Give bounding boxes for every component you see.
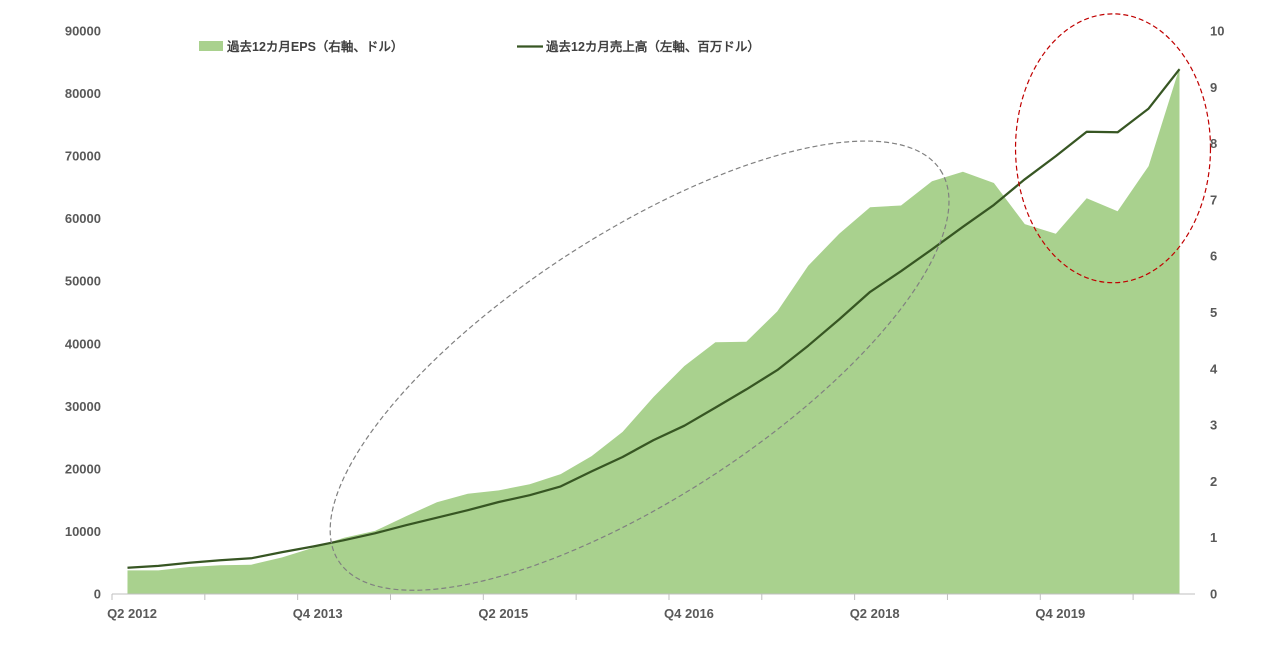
y-left-tick-label: 90000 [65,24,101,39]
highlight-ellipse-2 [1014,13,1212,284]
x-tick-label: Q2 2018 [850,606,900,621]
y-right-tick-label: 0 [1210,587,1217,602]
y-right-tick-label: 6 [1210,249,1217,264]
y-left-tick-label: 40000 [65,336,101,351]
y-left-tick-label: 50000 [65,274,101,289]
y-right-tick-label: 7 [1210,192,1217,207]
y-left-tick-label: 70000 [65,149,101,164]
y-right-tick-label: 1 [1210,530,1217,545]
y-left-tick-label: 10000 [65,524,101,539]
legend-item-eps: 過去12カ月EPS（右軸、ドル） [199,39,403,54]
y-right-tick-label: 5 [1210,305,1217,320]
legend-swatch-eps [199,41,223,51]
legend-label-revenue: 過去12カ月売上高（左軸、百万ドル） [545,39,760,54]
y-right-tick-label: 10 [1210,24,1224,39]
highlight-ellipse-1 [329,140,950,591]
y-left-tick-label: 30000 [65,399,101,414]
legend-item-revenue: 過去12カ月売上高（左軸、百万ドル） [517,39,760,54]
y-right-tick-label: 9 [1210,80,1217,95]
y-right-tick-label: 3 [1210,418,1217,433]
y-right-tick-label: 8 [1210,136,1217,151]
y-right-tick-label: 4 [1210,361,1218,376]
revenue-line-series [127,68,1181,569]
y-left-tick-label: 0 [94,587,101,602]
x-tick-label: Q2 2012 [107,606,157,621]
x-tick-label: Q2 2015 [478,606,528,621]
eps-area-series [127,67,1180,595]
x-tick-label: Q4 2016 [664,606,714,621]
y-right-tick-label: 2 [1210,474,1217,489]
x-tick-label: Q4 2019 [1035,606,1085,621]
y-left-tick-label: 60000 [65,211,101,226]
y-left-tick-label: 20000 [65,461,101,476]
legend-label-eps: 過去12カ月EPS（右軸、ドル） [226,39,403,54]
x-tick-label: Q4 2013 [293,606,343,621]
y-left-tick-label: 80000 [65,86,101,101]
